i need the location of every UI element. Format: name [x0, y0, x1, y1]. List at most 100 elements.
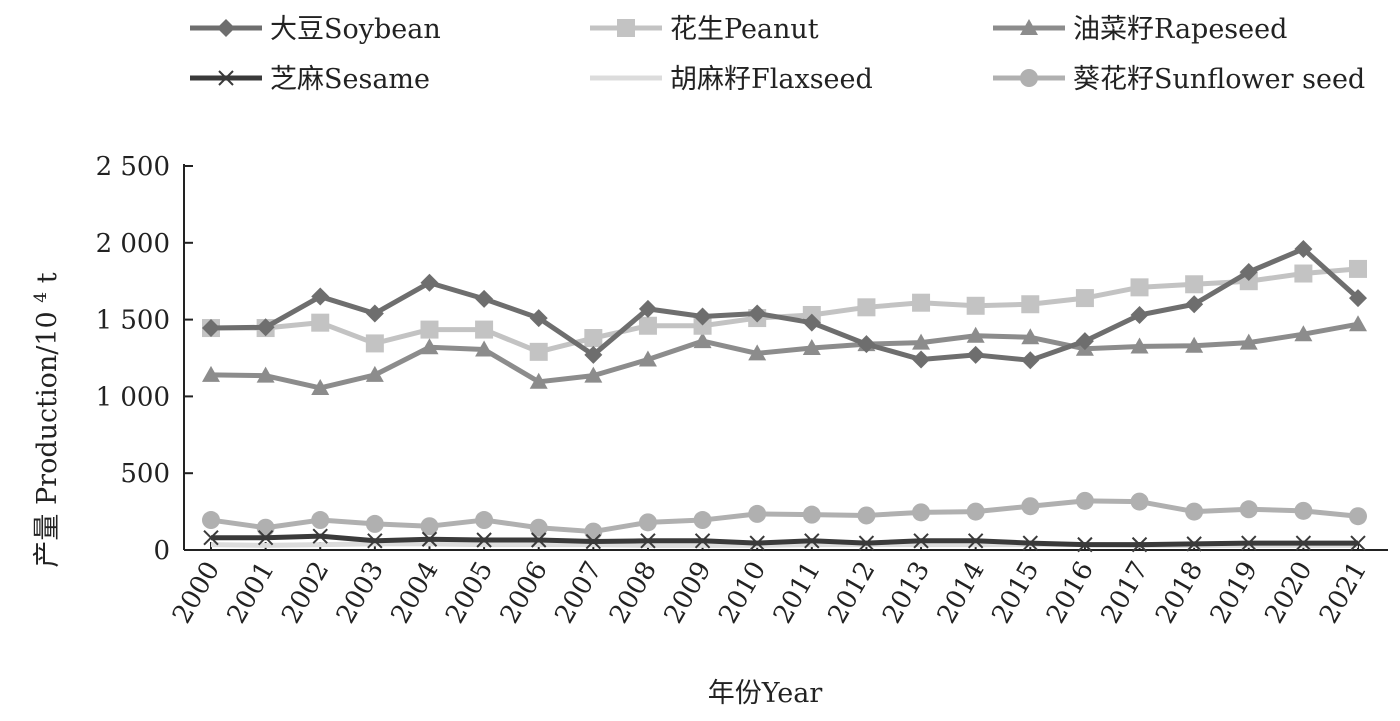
series-line-soybean — [210, 246, 1360, 363]
data-point-peanut — [584, 329, 603, 348]
x-tick-label: 2005 — [440, 557, 499, 629]
series-line-sesame — [211, 533, 1358, 548]
x-tick-label: 2019 — [1205, 557, 1264, 629]
series-sesame — [203, 528, 1366, 553]
data-point-sesame — [913, 533, 929, 549]
x-tick-label: 2009 — [659, 557, 718, 629]
x-tick-label: 2001 — [222, 557, 281, 629]
x-tick-label: 2012 — [822, 557, 881, 629]
data-point-sunflower-seed — [1130, 492, 1149, 511]
data-point-rapeseed — [475, 340, 494, 357]
data-point-peanut — [638, 316, 657, 335]
y-tick-label: 0 — [153, 536, 170, 566]
x-tick-label: 2008 — [604, 557, 663, 629]
x-tick-label: 2002 — [276, 557, 335, 629]
data-point-sesame — [531, 532, 547, 548]
plot-series — [202, 239, 1367, 553]
data-point-sunflower-seed — [1294, 501, 1313, 520]
data-point-peanut — [1075, 289, 1094, 308]
data-point-sunflower-seed — [748, 504, 767, 523]
legend: 大豆Soybean 花生Peanut 油菜籽Rapeseed 芝麻Sesame 胡麻籽F… — [190, 14, 1365, 95]
data-point-sesame — [585, 533, 602, 550]
series-soybean — [202, 239, 1367, 370]
data-point-soybean — [693, 307, 712, 326]
data-point-sunflower-seed — [912, 503, 931, 522]
data-point-peanut — [693, 316, 712, 335]
data-point-peanut — [1294, 264, 1313, 283]
legend-label: 大豆Soybean — [270, 14, 441, 45]
data-point-sunflower-seed — [1185, 502, 1204, 521]
data-point-sunflower-seed — [202, 511, 220, 530]
data-point-sesame — [257, 530, 274, 546]
data-point-soybean — [1021, 351, 1040, 370]
data-point-soybean — [802, 313, 821, 332]
data-point-soybean — [1130, 305, 1149, 324]
legend-label: 芝麻Sesame — [270, 64, 430, 95]
data-point-sesame — [749, 535, 765, 551]
data-point-sunflower-seed — [966, 502, 985, 521]
x-tick-label: 2003 — [331, 557, 390, 629]
data-point-rapeseed — [966, 326, 985, 343]
data-point-soybean — [365, 304, 384, 323]
data-point-soybean — [638, 299, 657, 318]
legend-marker — [1020, 19, 1038, 35]
data-point-peanut — [912, 293, 931, 312]
x-tick-label: 2018 — [1150, 557, 1209, 629]
legend-item-flaxseed: 胡麻籽Flaxseed — [590, 64, 873, 95]
x-tick-label: 2017 — [1096, 557, 1155, 629]
data-point-peanut — [1021, 295, 1040, 314]
data-point-soybean — [857, 335, 876, 354]
data-point-sunflower-seed — [802, 505, 821, 524]
data-point-sesame — [1186, 536, 1202, 552]
data-point-sunflower-seed — [1021, 497, 1040, 516]
x-tick-label: 2000 — [167, 557, 226, 629]
legend-marker — [217, 19, 235, 37]
data-point-sesame — [1022, 535, 1038, 551]
y-axis-title-sup: 4 — [31, 292, 51, 303]
data-point-rapeseed — [1294, 325, 1313, 342]
y-ticks: 0 500 1 000 1 500 2 000 2 500 — [96, 152, 193, 566]
data-point-soybean — [1349, 289, 1367, 308]
series-line-sunflower-seed — [210, 498, 1359, 535]
x-tick-label: 2011 — [768, 557, 827, 629]
data-point-sesame — [421, 531, 438, 547]
data-point-soybean — [1185, 295, 1204, 314]
data-point-peanut — [365, 334, 384, 353]
x-tick-label: 2020 — [1259, 557, 1318, 629]
data-point-rapeseed — [693, 332, 712, 349]
data-point-sesame — [640, 533, 656, 549]
legend-item-soybean: 大豆Soybean — [190, 14, 441, 45]
data-point-rapeseed — [365, 365, 384, 382]
series-line-rapeseed — [210, 321, 1359, 391]
data-point-rapeseed — [529, 372, 548, 389]
legend-marker — [218, 70, 234, 86]
legend-item-sesame: 芝麻Sesame — [190, 64, 430, 95]
legend-label: 葵花籽Sunflower seed — [1073, 64, 1365, 95]
data-point-sesame — [203, 530, 219, 546]
y-tick-label: 500 — [120, 459, 170, 489]
legend-marker — [1020, 69, 1038, 87]
data-point-peanut — [1185, 275, 1204, 294]
data-point-sesame — [967, 533, 984, 549]
data-point-sunflower-seed — [857, 506, 876, 525]
y-axis-title: 产量 Production/10 4 t — [22, 272, 63, 567]
y-axis-title-unit: t — [32, 272, 63, 283]
data-point-soybean — [475, 289, 494, 308]
data-point-soybean — [202, 319, 220, 338]
series-rapeseed — [202, 315, 1367, 395]
data-point-sesame — [312, 528, 328, 544]
y-axis-title-en: Production/10 — [32, 311, 63, 505]
data-point-rapeseed — [311, 378, 330, 395]
data-point-rapeseed — [748, 344, 767, 361]
data-point-soybean — [420, 273, 439, 292]
data-point-peanut — [529, 342, 548, 361]
legend-label: 胡麻籽Flaxseed — [670, 64, 873, 95]
data-point-soybean — [1239, 262, 1258, 281]
legend-marker — [617, 19, 635, 37]
data-point-rapeseed — [1349, 315, 1367, 332]
data-point-soybean — [1294, 239, 1313, 258]
legend-item-rapeseed: 油菜籽Rapeseed — [993, 14, 1287, 45]
data-point-sunflower-seed — [1239, 500, 1258, 519]
data-point-rapeseed — [202, 365, 220, 382]
